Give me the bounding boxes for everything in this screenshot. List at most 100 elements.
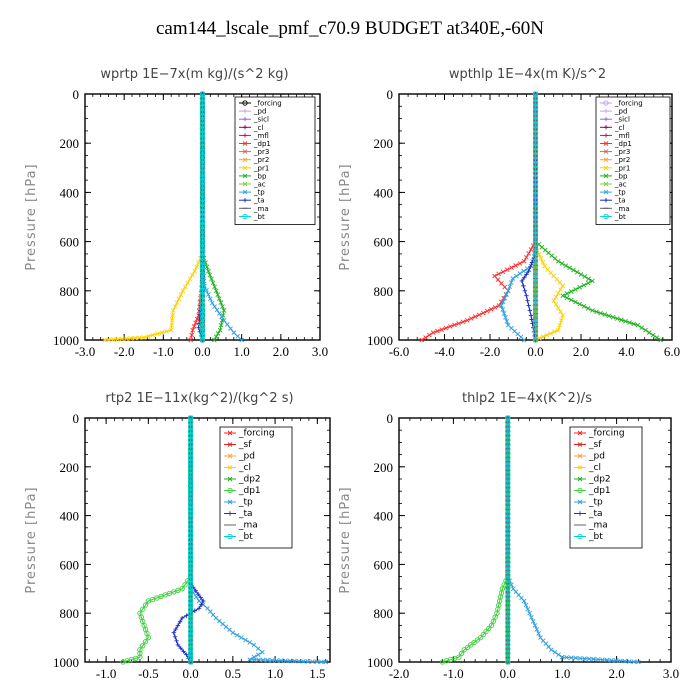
- data-point: [553, 302, 559, 307]
- data-point: [142, 602, 149, 608]
- legend-marker: [603, 189, 609, 195]
- chart-panel-rtp2: rtp2 1E−11x(kg^2)/(kg^2 s) Pressure [hPa]…: [24, 391, 331, 681]
- legend-label: _pr2: [253, 156, 269, 164]
- series-line-dp1: [421, 94, 537, 341]
- data-point: [577, 284, 583, 290]
- legend-marker: [227, 499, 233, 505]
- data-point: [500, 299, 506, 305]
- legend-label: _ta: [588, 509, 603, 519]
- data-point: [217, 296, 222, 301]
- legend-marker: [577, 511, 583, 516]
- y-tick-label: 200: [374, 460, 394, 475]
- data-point: [559, 261, 565, 266]
- x-tick-label: -4.0: [434, 344, 455, 359]
- data-point: [318, 659, 324, 665]
- y-tick-label: 400: [374, 185, 394, 200]
- data-point: [555, 327, 561, 333]
- data-point: [190, 327, 196, 333]
- y-tick-label: 0: [73, 87, 80, 102]
- data-point: [140, 643, 146, 649]
- data-point: [527, 308, 533, 313]
- data-point: [483, 628, 489, 635]
- plot-frame: [84, 417, 331, 663]
- legend-label: _bt: [588, 532, 603, 542]
- data-point: [536, 631, 541, 636]
- legend-marker: [242, 213, 248, 220]
- data-point: [247, 657, 253, 662]
- data-point: [168, 327, 174, 333]
- data-point: [188, 337, 194, 343]
- legend-marker: [242, 173, 248, 179]
- legend-label: _dp2: [588, 475, 611, 485]
- legend-marker: [242, 133, 248, 138]
- data-point: [184, 652, 189, 657]
- data-point: [586, 276, 591, 282]
- data-point: [173, 626, 179, 632]
- data-point: [585, 280, 591, 286]
- data-point: [439, 659, 446, 665]
- data-point: [197, 329, 203, 334]
- data-point: [464, 318, 470, 323]
- data-point: [600, 657, 605, 663]
- data-point: [514, 273, 519, 279]
- y-tick-label: 1000: [367, 333, 393, 348]
- data-point: [556, 652, 561, 657]
- data-point: [209, 276, 214, 282]
- data-point: [430, 330, 436, 335]
- data-point: [132, 335, 138, 341]
- x-tick-label: -3.0: [75, 344, 96, 359]
- data-point: [492, 305, 498, 310]
- data-point: [524, 272, 529, 277]
- y-tick-label: 0: [73, 411, 80, 426]
- data-point: [458, 650, 465, 657]
- data-point: [551, 298, 557, 303]
- legend-marker: [577, 499, 583, 505]
- legend-label: _pr3: [253, 148, 269, 156]
- data-point: [528, 313, 534, 318]
- data-point: [521, 598, 527, 604]
- legend-label: _tp: [614, 189, 626, 197]
- legend-label: _forcing: [614, 100, 643, 108]
- series-bt: [532, 91, 539, 343]
- data-point: [472, 314, 478, 319]
- data-point: [500, 269, 506, 275]
- data-point: [500, 307, 506, 312]
- data-point: [145, 598, 152, 604]
- legend-label: _ma: [253, 205, 269, 213]
- data-point: [560, 313, 566, 318]
- legend-marker: [242, 198, 248, 203]
- data-point: [323, 659, 329, 665]
- data-point: [631, 321, 637, 327]
- legend-marker: [603, 100, 609, 106]
- series-bt: [199, 91, 206, 343]
- legend-marker: [242, 141, 248, 146]
- data-point: [505, 288, 511, 294]
- y-tick-label: 400: [374, 509, 394, 524]
- data-point: [176, 296, 182, 301]
- legend-label: _pr1: [253, 164, 269, 172]
- data-point: [215, 331, 221, 336]
- data-point: [586, 656, 592, 662]
- data-point: [609, 657, 614, 663]
- data-point: [150, 332, 156, 338]
- data-point: [212, 304, 217, 309]
- data-point: [461, 647, 467, 653]
- y-tick-label: 200: [60, 460, 80, 475]
- data-point: [474, 637, 480, 643]
- data-point: [220, 304, 225, 309]
- data-point: [155, 331, 160, 337]
- data-point: [509, 265, 514, 270]
- data-point: [247, 640, 253, 645]
- data-point: [217, 327, 223, 333]
- series-line-dp1: [442, 418, 509, 663]
- legend-label: _dp1: [253, 140, 271, 148]
- data-point: [230, 630, 236, 636]
- legend-label: _tp: [588, 498, 603, 508]
- series-dp1: [419, 91, 538, 343]
- data-point: [492, 273, 497, 279]
- data-point: [502, 284, 508, 290]
- legend-label: _forcing: [588, 429, 625, 439]
- legend-label: _pd: [238, 452, 255, 462]
- data-point: [435, 328, 440, 334]
- data-point: [234, 632, 240, 638]
